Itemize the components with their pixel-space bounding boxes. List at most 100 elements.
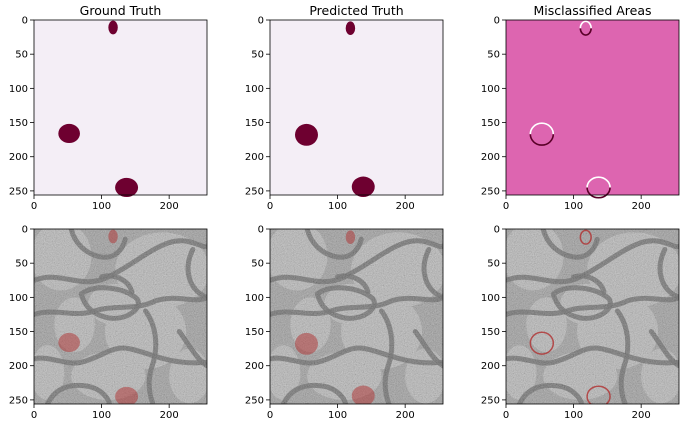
y-tick-label: 0 xyxy=(258,16,264,27)
panel-3: Misclassified Areas 0 100 200 0 50 100 150 200 25… xyxy=(481,3,680,212)
error-ring-missed xyxy=(529,134,555,146)
y-tick-label: 50 xyxy=(15,259,28,270)
y-tick-label: 150 xyxy=(245,118,264,129)
x-tick-label: 200 xyxy=(632,410,651,421)
y-tick-label: 100 xyxy=(9,293,28,304)
y-tick-label: 50 xyxy=(487,50,500,61)
mask-background xyxy=(270,20,443,195)
y-tick-label: 100 xyxy=(9,84,28,95)
micrograph-noise xyxy=(506,229,679,404)
axes-frame xyxy=(505,19,680,196)
panel-5: 0 100 200 0 50 100 150 200 250 xyxy=(245,225,444,421)
x-tick-label: 0 xyxy=(503,201,509,212)
x-tick-label: 100 xyxy=(92,201,111,212)
panel-title: Predicted Truth xyxy=(309,3,403,18)
mask-blob-bottom xyxy=(351,176,375,198)
axes-frame xyxy=(33,228,208,405)
overlay-error-ring xyxy=(579,229,592,245)
mask-blob-top xyxy=(345,21,356,36)
y-tick-label: 200 xyxy=(245,361,264,372)
y-tick-label: 50 xyxy=(251,259,264,270)
y-tick-label: 200 xyxy=(245,152,264,163)
y-tick-label: 100 xyxy=(481,84,500,95)
mask-blob-left xyxy=(58,123,80,144)
x-tick-label: 0 xyxy=(503,410,509,421)
error-ring-extra xyxy=(579,20,592,29)
x-tick-label: 100 xyxy=(328,201,347,212)
panel-title: Misclassified Areas xyxy=(533,3,651,18)
panel-title: Ground Truth xyxy=(80,3,162,18)
y-tick-label: 200 xyxy=(9,152,28,163)
x-tick-label: 100 xyxy=(564,410,583,421)
x-tick-label: 200 xyxy=(632,201,651,212)
y-tick-label: 150 xyxy=(481,118,500,129)
x-tick-label: 0 xyxy=(267,201,273,212)
error-ring-extra xyxy=(529,122,555,135)
panel-1: Ground Truth 0 100 200 0 50 100 150 200 250 xyxy=(9,3,208,212)
mask-blob-left xyxy=(295,123,318,146)
overlay-blob-left xyxy=(295,332,318,355)
panel-2: Predicted Truth 0 100 200 0 50 100 150 200 250 xyxy=(245,3,444,212)
x-tick-label: 100 xyxy=(564,201,583,212)
axes-frame xyxy=(269,228,444,405)
error-ring-missed xyxy=(586,187,611,199)
overlay-blob-top xyxy=(345,230,356,245)
y-tick-label: 200 xyxy=(9,361,28,372)
y-tick-label: 250 xyxy=(9,186,28,197)
y-tick-label: 150 xyxy=(9,118,28,129)
micrograph-content xyxy=(506,229,679,404)
y-tick-label: 0 xyxy=(22,225,28,236)
overlay-blob-bottom xyxy=(351,385,375,404)
overlay-error-ring xyxy=(529,331,555,355)
y-tick-label: 250 xyxy=(245,395,264,406)
y-tick-label: 250 xyxy=(9,395,28,406)
panel-6: 0 100 200 0 50 100 150 200 250 xyxy=(481,225,680,421)
overlay-error-ring xyxy=(586,385,611,404)
micrograph-noise xyxy=(34,229,207,404)
x-tick-label: 100 xyxy=(328,410,347,421)
x-tick-label: 100 xyxy=(92,410,111,421)
mask-background xyxy=(34,20,207,195)
y-tick-label: 250 xyxy=(481,395,500,406)
y-tick-label: 150 xyxy=(481,327,500,338)
overlay-blob-bottom xyxy=(115,386,139,404)
y-tick-label: 50 xyxy=(15,50,28,61)
y-tick-label: 0 xyxy=(494,225,500,236)
y-tick-label: 0 xyxy=(494,16,500,27)
axes-frame xyxy=(33,19,208,196)
x-tick-label: 200 xyxy=(160,410,179,421)
y-tick-label: 100 xyxy=(245,84,264,95)
micrograph-content xyxy=(270,229,443,404)
y-tick-label: 50 xyxy=(251,50,264,61)
y-tick-label: 0 xyxy=(22,16,28,27)
x-tick-label: 200 xyxy=(160,201,179,212)
micrograph-noise xyxy=(270,229,443,404)
error-ring-extra xyxy=(586,176,611,188)
y-tick-label: 250 xyxy=(481,186,500,197)
mask-blob-bottom xyxy=(115,177,139,198)
axes-frame xyxy=(505,228,680,405)
y-tick-label: 100 xyxy=(245,293,264,304)
x-tick-label: 0 xyxy=(267,410,273,421)
overlay-blob-top xyxy=(108,229,118,244)
axes-frame xyxy=(269,19,444,196)
x-tick-label: 0 xyxy=(31,201,37,212)
micrograph-content xyxy=(34,229,207,404)
y-tick-label: 200 xyxy=(481,152,500,163)
y-tick-label: 200 xyxy=(481,361,500,372)
y-tick-label: 0 xyxy=(258,225,264,236)
x-tick-label: 0 xyxy=(31,410,37,421)
error-background xyxy=(506,20,679,195)
panel-4: 0 100 200 0 50 100 150 200 250 xyxy=(9,225,208,421)
y-tick-label: 50 xyxy=(487,259,500,270)
error-ring-missed xyxy=(579,28,592,36)
y-tick-label: 150 xyxy=(245,327,264,338)
y-tick-label: 100 xyxy=(481,293,500,304)
x-tick-label: 200 xyxy=(396,410,415,421)
mask-blob-top xyxy=(108,20,118,35)
y-tick-label: 250 xyxy=(245,186,264,197)
x-tick-label: 200 xyxy=(396,201,415,212)
overlay-blob-left xyxy=(58,332,80,353)
y-tick-label: 150 xyxy=(9,327,28,338)
